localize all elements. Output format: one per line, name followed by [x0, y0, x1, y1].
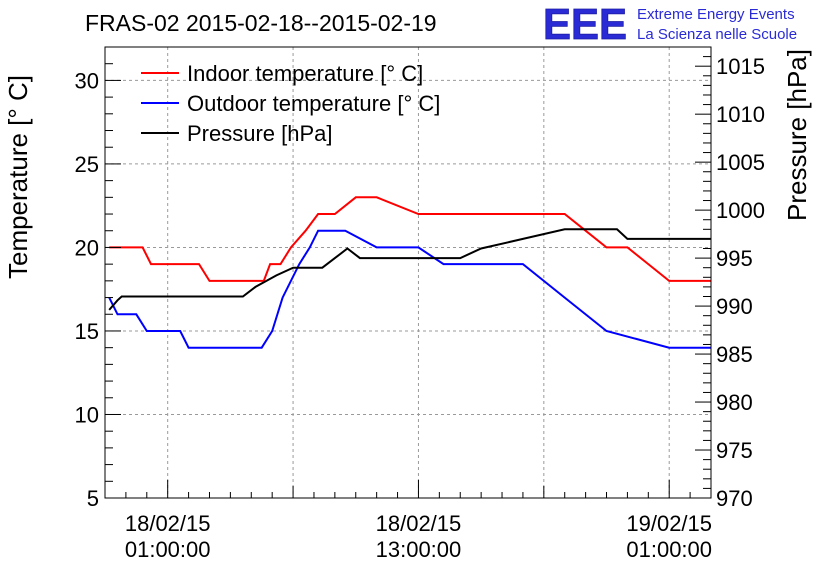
x-tick-label-date: 18/02/15 [125, 511, 211, 536]
y2-tick-label: 980 [716, 390, 753, 415]
y2-tick-label: 995 [716, 246, 753, 271]
x-tick-label-time: 13:00:00 [376, 537, 462, 562]
y2-tick-label: 985 [716, 342, 753, 367]
chart-title: FRAS-02 2015-02-18--2015-02-19 [85, 10, 437, 36]
y-tick-label: 25 [75, 152, 99, 177]
series-line-2 [108, 229, 711, 349]
eee-logo-line2: La Scienza nelle Scuole [637, 26, 797, 43]
series-lines [108, 196, 711, 349]
y2-tick-label: 1010 [716, 102, 765, 127]
y2-axis-title: Pressure [hPa] [782, 49, 812, 221]
eee-logo: EEE Extreme Energy Events La Scienza nel… [543, 0, 798, 49]
y2-tick-label: 1015 [716, 54, 765, 79]
y2-tick-label: 970 [716, 486, 753, 511]
y-tick-label: 30 [75, 68, 99, 93]
x-tick-label-date: 19/02/15 [626, 511, 712, 536]
series-line-3 [108, 228, 711, 311]
legend-label-2: Outdoor temperature [° C] [187, 91, 440, 116]
y2-tick-label: 1000 [716, 198, 765, 223]
series-line-1 [109, 196, 711, 282]
legend-label-1: Indoor temperature [° C] [187, 61, 423, 86]
y-tick-label: 5 [87, 486, 99, 511]
plot-frame [104, 46, 712, 499]
axes: 5101520253097097598098599099510001005101… [75, 46, 765, 562]
y2-tick-label: 1005 [716, 150, 765, 175]
y-tick-label: 20 [75, 235, 99, 260]
legend-label-3: Pressure [hPa] [187, 121, 333, 146]
y-axis-title: Temperature [° C] [3, 75, 33, 279]
y2-tick-label: 975 [716, 438, 753, 463]
eee-logo-mark: EEE [543, 0, 627, 49]
x-tick-label-time: 01:00:00 [626, 537, 712, 562]
x-tick-label-time: 01:00:00 [125, 537, 211, 562]
y-tick-label: 15 [75, 319, 99, 344]
legend: Indoor temperature [° C] Outdoor temperat… [141, 61, 440, 146]
eee-logo-line1: Extreme Energy Events [637, 6, 795, 23]
x-tick-label-date: 18/02/15 [376, 511, 462, 536]
y2-tick-label: 990 [716, 294, 753, 319]
y-tick-label: 10 [75, 402, 99, 427]
